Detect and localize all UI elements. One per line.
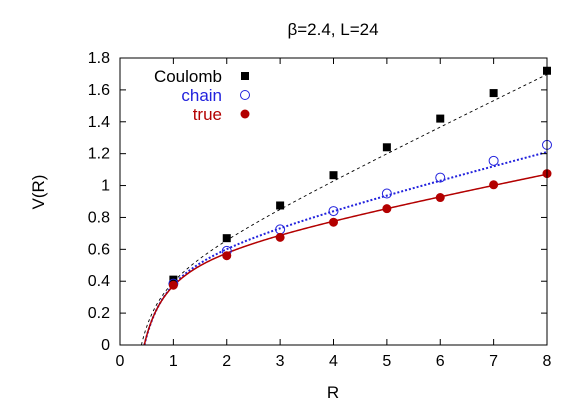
data-point-chain xyxy=(328,206,339,217)
chart-title: β=2.4, L=24 xyxy=(287,20,378,39)
y-tick-label: 0.8 xyxy=(88,209,110,226)
data-point-chain xyxy=(488,155,499,166)
fit-curve-coulomb xyxy=(140,74,548,346)
legend-marker-chain xyxy=(240,90,250,100)
data-point-coulomb xyxy=(329,171,338,180)
y-tick-label: 0.2 xyxy=(88,305,110,322)
data-point-coulomb xyxy=(276,201,285,210)
data-point-chain xyxy=(381,188,392,199)
x-tick-label: 4 xyxy=(329,353,338,370)
legend-label-true: true xyxy=(193,105,222,124)
x-tick-label: 3 xyxy=(276,353,285,370)
x-axis-title: R xyxy=(327,383,339,402)
y-tick-label: 1.2 xyxy=(88,146,110,163)
x-tick-label: 1 xyxy=(169,353,178,370)
data-point-true xyxy=(329,217,338,227)
data-point-true xyxy=(168,280,178,290)
legend-label-chain: chain xyxy=(181,86,222,105)
x-tick-label: 8 xyxy=(543,353,552,370)
y-tick-label: 0.6 xyxy=(88,241,110,258)
data-point-true xyxy=(222,251,232,261)
y-tick-label: 0 xyxy=(101,337,110,354)
data-point-coulomb xyxy=(489,89,498,98)
y-axis-title: V(R) xyxy=(29,175,48,210)
legend-marker-coulomb xyxy=(241,72,249,80)
y-tick-label: 1 xyxy=(101,178,110,195)
x-tick-label: 7 xyxy=(489,353,498,370)
data-point-coulomb xyxy=(436,114,445,123)
data-point-true xyxy=(489,180,499,190)
data-point-coulomb xyxy=(382,143,391,152)
x-tick-label: 2 xyxy=(222,353,231,370)
data-point-true xyxy=(275,232,285,242)
y-tick-label: 1.6 xyxy=(88,82,110,99)
data-point-coulomb xyxy=(169,275,178,284)
data-point-coulomb xyxy=(222,234,231,243)
legend-marker-true xyxy=(240,109,250,119)
y-tick-label: 1.4 xyxy=(88,114,110,131)
data-markers xyxy=(168,66,552,290)
y-tick-label: 1.8 xyxy=(88,50,110,67)
legend-label-coulomb: Coulomb xyxy=(154,67,222,86)
fit-curve-chain xyxy=(143,151,548,346)
x-tick-label: 0 xyxy=(116,353,125,370)
y-tick-label: 0.4 xyxy=(88,273,110,290)
data-point-chain xyxy=(435,172,446,183)
axis-ticks: 0 1 2 3 4 5 6 7 8 0 0.2 0.4 0.6 0.8 1 1.2 1.4 1.6 1.8 xyxy=(88,50,552,370)
fit-curve-true xyxy=(143,173,548,346)
data-point-true xyxy=(435,193,445,203)
data-point-chain xyxy=(275,224,286,235)
x-tick-label: 6 xyxy=(436,353,445,370)
data-point-true xyxy=(382,204,392,214)
x-tick-label: 5 xyxy=(382,353,391,370)
